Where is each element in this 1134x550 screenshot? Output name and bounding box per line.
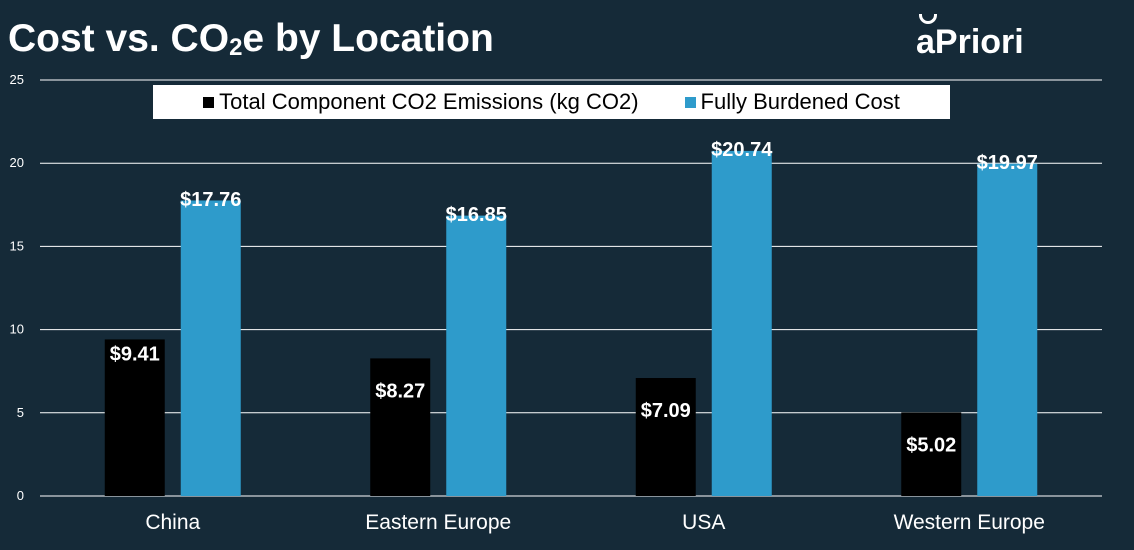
bar — [977, 163, 1038, 496]
chart-title: Cost vs. CO2e by Location — [8, 17, 494, 61]
data-label: $17.76 — [180, 189, 241, 211]
bar — [370, 358, 431, 496]
data-label: $19.97 — [977, 152, 1038, 174]
data-label: $16.85 — [446, 204, 507, 226]
data-label: $20.74 — [711, 139, 773, 161]
x-tick-label: Eastern Europe — [365, 511, 511, 534]
legend-entry: Total Component CO2 Emissions (kg CO2) — [203, 89, 639, 115]
y-tick-label: 10 — [10, 322, 24, 337]
chart-legend: Total Component CO2 Emissions (kg CO2) Fu… — [153, 85, 950, 119]
logo-breve-mark — [919, 14, 937, 24]
bar — [446, 215, 507, 496]
legend-entry: Fully Burdened Cost — [684, 89, 900, 115]
bar — [104, 339, 165, 496]
bar — [711, 150, 772, 496]
legend-swatch — [203, 96, 215, 108]
bar — [180, 200, 241, 496]
data-label: $7.09 — [641, 400, 691, 422]
x-tick-label: USA — [682, 511, 725, 534]
legend-label: Fully Burdened Cost — [700, 89, 900, 114]
y-tick-label: 0 — [17, 488, 24, 503]
x-tick-label: Western Europe — [894, 511, 1045, 534]
data-label: $9.41 — [110, 343, 160, 365]
bar — [635, 378, 696, 496]
y-tick-label: 25 — [10, 72, 24, 87]
y-tick-label: 5 — [17, 405, 24, 420]
bar — [901, 412, 962, 496]
y-tick-label: 20 — [10, 155, 24, 170]
y-tick-label: 15 — [10, 238, 24, 253]
x-tick-label: China — [145, 511, 200, 534]
apriori-logo: aPriori — [916, 14, 1024, 62]
data-label: $8.27 — [375, 380, 425, 402]
legend-swatch — [684, 96, 696, 108]
legend-label: Total Component CO2 Emissions (kg CO2) — [219, 89, 639, 114]
data-label: $5.02 — [906, 434, 956, 456]
